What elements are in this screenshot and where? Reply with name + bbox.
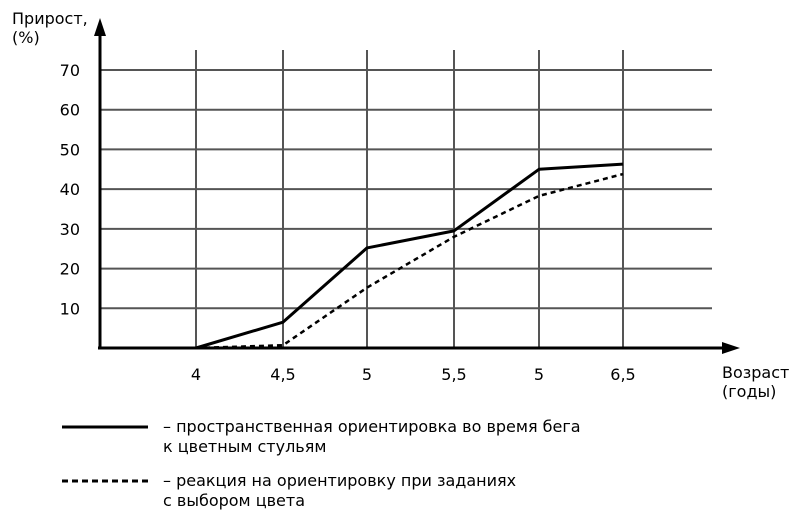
x-tick-label: 4,5 <box>270 365 295 384</box>
x-axis-title-line1: Возраст <box>722 363 789 382</box>
x-tick-labels: 4 4,5 5 5,5 5 6,5 <box>191 365 636 384</box>
y-tick-labels: 10 20 30 40 50 60 70 <box>60 61 80 318</box>
series-line-dashed <box>195 172 624 350</box>
y-tick-label: 40 <box>60 180 80 199</box>
y-axis-title-line2: (%) <box>12 28 40 47</box>
legend: – пространственная ориентировка во время… <box>62 417 581 510</box>
axes <box>94 18 740 354</box>
y-tick-label: 70 <box>60 61 80 80</box>
series-line-solid <box>195 162 624 350</box>
y-axis-title-line1: Прирост, <box>12 9 88 28</box>
y-tick-label: 50 <box>60 140 80 159</box>
x-tick-label: 6,5 <box>610 365 635 384</box>
x-tick-label: 5,5 <box>441 365 466 384</box>
legend-label-dashed-line2: с выбором цвета <box>163 491 305 510</box>
y-axis-arrow <box>94 18 106 36</box>
legend-label-solid-line2: к цветным стульям <box>163 437 326 456</box>
x-axis-title-line2: (годы) <box>722 382 776 401</box>
y-tick-label: 30 <box>60 220 80 239</box>
legend-label-dashed-line1: – реакция на ориентировку при заданиях <box>163 471 516 490</box>
x-tick-label: 4 <box>191 365 201 384</box>
x-tick-label: 5 <box>534 365 544 384</box>
y-tick-label: 60 <box>60 101 80 120</box>
x-axis-arrow <box>722 342 740 354</box>
y-tick-label: 10 <box>60 299 80 318</box>
y-tick-label: 20 <box>60 260 80 279</box>
series-lines <box>195 162 624 350</box>
grid-lines <box>100 50 712 348</box>
x-tick-label: 5 <box>362 365 372 384</box>
legend-label-solid-line1: – пространственная ориентировка во время… <box>163 417 581 436</box>
